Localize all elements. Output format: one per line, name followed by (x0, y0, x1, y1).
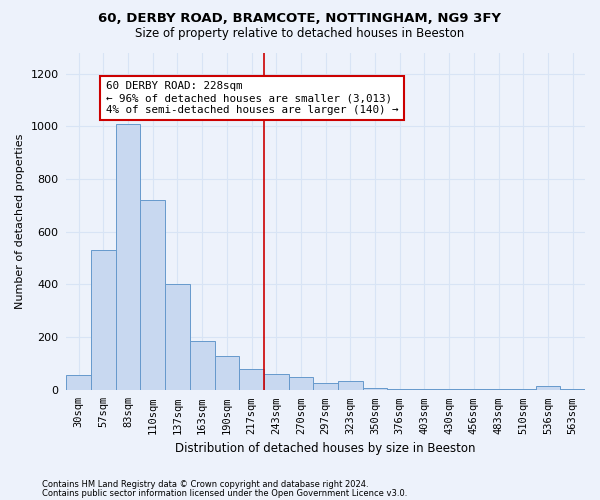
Bar (437, 389, 461, 390)
Bar (264, 374, 289, 390)
Bar (363, 388, 388, 390)
Text: 60, DERBY ROAD, BRAMCOTE, NOTTINGHAM, NG9 3FY: 60, DERBY ROAD, BRAMCOTE, NOTTINGHAM, NG… (98, 12, 502, 26)
Bar (388, 389, 412, 390)
X-axis label: Distribution of detached houses by size in Beeston: Distribution of detached houses by size … (175, 442, 476, 455)
Bar (313, 382, 338, 390)
Text: Size of property relative to detached houses in Beeston: Size of property relative to detached ho… (136, 28, 464, 40)
Bar (412, 389, 437, 390)
Bar (165, 284, 190, 390)
Bar (511, 389, 536, 390)
Bar (560, 389, 585, 390)
Bar (190, 341, 215, 390)
Bar (91, 250, 116, 390)
Y-axis label: Number of detached properties: Number of detached properties (15, 134, 25, 309)
Bar (338, 380, 363, 390)
Bar (67, 376, 91, 390)
Bar (486, 389, 511, 390)
Bar (116, 124, 140, 390)
Bar (215, 356, 239, 390)
Text: Contains public sector information licensed under the Open Government Licence v3: Contains public sector information licen… (42, 488, 407, 498)
Text: Contains HM Land Registry data © Crown copyright and database right 2024.: Contains HM Land Registry data © Crown c… (42, 480, 368, 489)
Bar (140, 200, 165, 390)
Bar (536, 386, 560, 390)
Text: 60 DERBY ROAD: 228sqm
← 96% of detached houses are smaller (3,013)
4% of semi-de: 60 DERBY ROAD: 228sqm ← 96% of detached … (106, 82, 398, 114)
Bar (239, 369, 264, 390)
Bar (461, 389, 486, 390)
Bar (289, 376, 313, 390)
